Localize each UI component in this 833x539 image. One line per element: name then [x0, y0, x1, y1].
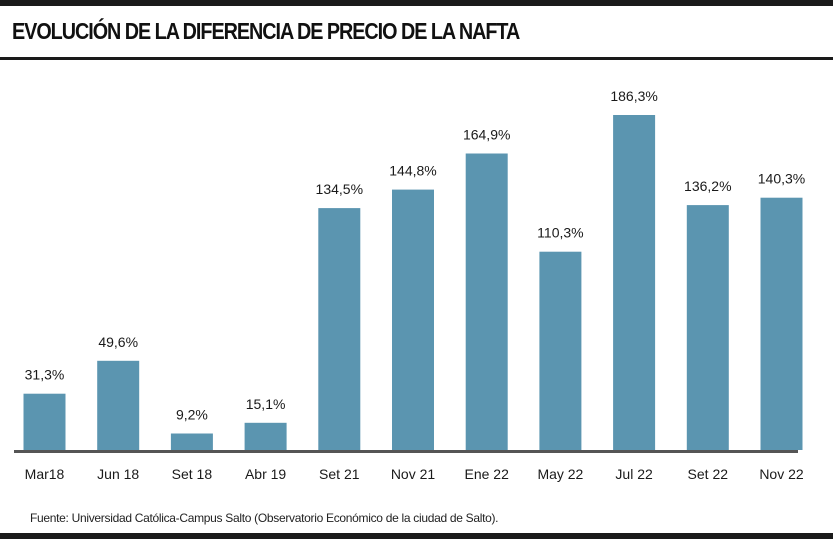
- value-label-6: 164,9%: [463, 127, 510, 143]
- bar-2: [170, 433, 213, 450]
- bar-7: [539, 251, 582, 450]
- category-label-7: May 22: [537, 466, 583, 482]
- value-label-1: 49,6%: [98, 334, 138, 350]
- category-label-1: Jun 18: [97, 466, 139, 482]
- category-label-3: Abr 19: [245, 466, 286, 482]
- bar-8: [613, 115, 656, 450]
- bar-6: [465, 153, 508, 450]
- chart-title: EVOLUCIÓN DE LA DIFERENCIA DE PRECIO DE …: [12, 18, 520, 44]
- value-label-4: 134,5%: [316, 181, 363, 197]
- top-border: [0, 0, 833, 6]
- bar-1: [97, 360, 140, 450]
- category-label-5: Nov 21: [391, 466, 436, 482]
- category-label-0: Mar18: [25, 466, 65, 482]
- category-label-10: Nov 22: [759, 466, 804, 482]
- value-label-2: 9,2%: [176, 407, 208, 423]
- bar-0: [23, 393, 66, 450]
- bar-10: [760, 197, 803, 450]
- value-label-0: 31,3%: [25, 367, 65, 383]
- bar-9: [686, 205, 729, 450]
- value-label-10: 140,3%: [758, 171, 805, 187]
- bar-5: [392, 189, 434, 450]
- title-rule: [0, 57, 833, 60]
- baseline: [14, 450, 798, 453]
- category-label-2: Set 18: [172, 466, 213, 482]
- category-label-4: Set 21: [319, 466, 360, 482]
- value-label-5: 144,8%: [389, 163, 436, 179]
- value-label-3: 15,1%: [246, 396, 286, 412]
- bar-4: [318, 208, 361, 450]
- source-note: Fuente: Universidad Católica-Campus Salt…: [30, 511, 499, 525]
- bottom-border: [0, 533, 833, 539]
- bar-3: [244, 422, 287, 450]
- bar-chart: 31,3% Mar18 49,6% Jun 18 9,2% Set 18 15,1% Abr …: [14, 88, 805, 482]
- value-label-7: 110,3%: [537, 225, 583, 241]
- category-label-9: Set 22: [688, 466, 729, 482]
- category-label-8: Jul 22: [615, 466, 653, 482]
- category-label-6: Ene 22: [465, 466, 510, 482]
- value-label-9: 136,2%: [684, 178, 731, 194]
- value-label-8: 186,3%: [610, 88, 657, 104]
